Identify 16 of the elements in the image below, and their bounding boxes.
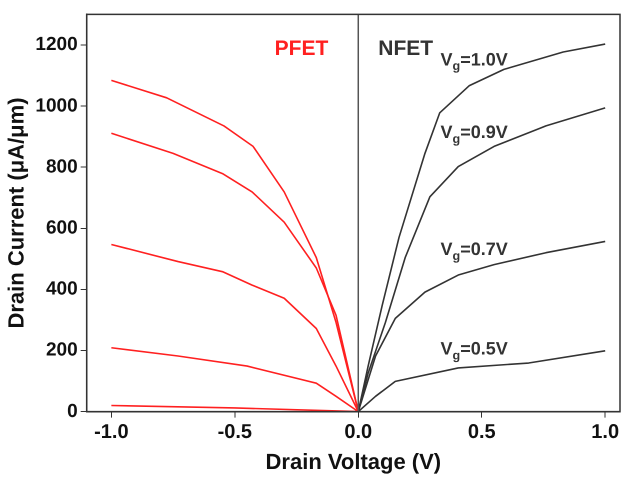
x-tick-label: 0.5: [468, 421, 496, 444]
y-tick-label: 1200: [35, 34, 78, 56]
y-tick-label: 400: [46, 278, 78, 300]
y-axis-title: Drain Current (μA/μm): [3, 97, 28, 329]
x-tick-label: -0.5: [218, 421, 252, 444]
annotation: NFET: [378, 37, 434, 60]
y-tick-label: 600: [46, 218, 78, 239]
y-tick-label: 200: [46, 340, 78, 361]
annotation: PFET: [274, 37, 328, 60]
x-tick-label: 1.0: [591, 421, 620, 444]
x-tick-label: 0.0: [344, 421, 372, 444]
y-tick-label: 0: [67, 400, 78, 422]
x-axis-title: Drain Voltage (V): [266, 448, 442, 474]
x-tick-label: -1.0: [94, 421, 129, 444]
y-tick-label: 800: [46, 156, 78, 178]
y-tick-label: 1000: [35, 95, 78, 116]
